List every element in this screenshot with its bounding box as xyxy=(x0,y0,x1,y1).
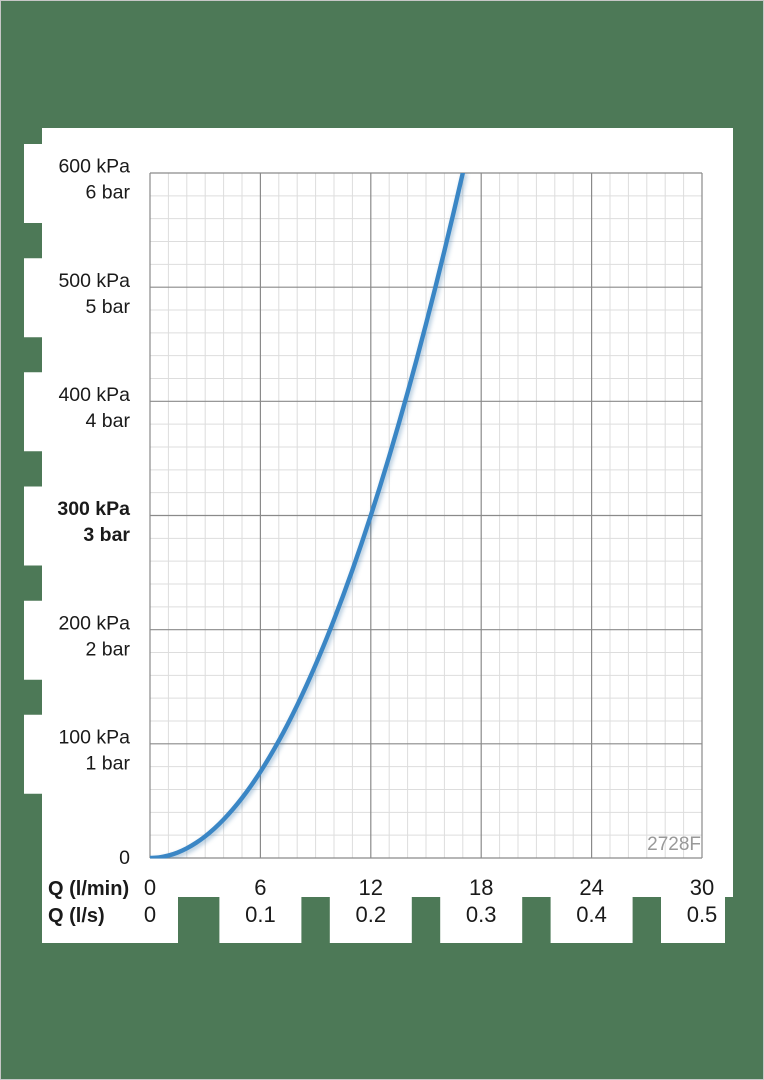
svg-text:3 bar: 3 bar xyxy=(83,524,130,546)
svg-text:18: 18 xyxy=(469,875,493,900)
svg-text:Q (l/min): Q (l/min) xyxy=(48,878,129,900)
svg-text:100 kPa: 100 kPa xyxy=(58,727,130,749)
svg-text:5 bar: 5 bar xyxy=(86,296,131,318)
svg-text:0.3: 0.3 xyxy=(466,902,497,927)
svg-text:24: 24 xyxy=(579,875,603,900)
svg-text:0: 0 xyxy=(144,875,156,900)
svg-text:4 bar: 4 bar xyxy=(86,410,131,432)
svg-text:0.1: 0.1 xyxy=(245,902,276,927)
svg-text:0: 0 xyxy=(119,847,130,869)
svg-text:300 kPa: 300 kPa xyxy=(57,498,130,520)
svg-text:0.2: 0.2 xyxy=(356,902,387,927)
svg-text:0: 0 xyxy=(144,902,156,927)
svg-text:200 kPa: 200 kPa xyxy=(58,612,130,634)
svg-text:500 kPa: 500 kPa xyxy=(58,270,130,292)
svg-text:400 kPa: 400 kPa xyxy=(58,384,130,406)
svg-text:0.5: 0.5 xyxy=(687,902,718,927)
svg-text:2728F: 2728F xyxy=(647,834,701,855)
svg-text:6: 6 xyxy=(254,875,266,900)
svg-text:1 bar: 1 bar xyxy=(86,753,131,775)
svg-text:0.4: 0.4 xyxy=(576,902,607,927)
svg-text:6 bar: 6 bar xyxy=(86,182,131,204)
svg-text:12: 12 xyxy=(359,875,383,900)
svg-text:Q (l/s): Q (l/s) xyxy=(48,905,105,927)
svg-text:600 kPa: 600 kPa xyxy=(58,156,130,178)
svg-text:30: 30 xyxy=(690,875,714,900)
svg-text:2 bar: 2 bar xyxy=(86,638,131,660)
